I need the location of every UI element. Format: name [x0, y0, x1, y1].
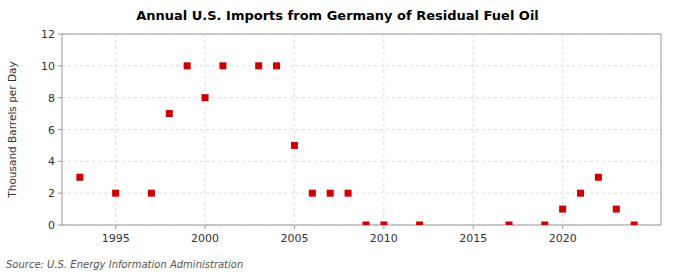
y-tick-label: 10: [41, 60, 55, 73]
point: [291, 142, 298, 149]
y-tick: [58, 129, 62, 130]
y-tick-label: 2: [48, 187, 55, 200]
x-tick: [115, 225, 116, 229]
y-tick: [58, 65, 62, 66]
point: [595, 174, 602, 181]
point: [166, 110, 173, 117]
x-tick-label: 2010: [370, 232, 398, 245]
point: [273, 62, 280, 69]
grid-line-y: [62, 161, 661, 162]
y-tick: [58, 97, 62, 98]
point: [219, 62, 226, 69]
y-tick: [58, 161, 62, 162]
source: Source: U.S. Energy Information Administ…: [6, 259, 243, 270]
point: [541, 222, 548, 226]
x-tick-label: 2000: [191, 232, 219, 245]
point: [327, 190, 334, 197]
x-tick-label: 2005: [280, 232, 308, 245]
point: [362, 222, 369, 226]
y-tick-label: 12: [41, 28, 55, 41]
point: [148, 190, 155, 197]
x-tick-label: 2015: [459, 232, 487, 245]
plot-frame: [62, 34, 661, 225]
grid-line-x: [383, 34, 384, 225]
y-axis-label: Thousand Barrels per Day: [6, 61, 18, 198]
title: Annual U.S. Imports from Germany of Resi…: [136, 8, 539, 23]
grid-line-x: [294, 34, 295, 225]
x-tick: [473, 225, 474, 229]
grid: [62, 34, 661, 225]
grid-line-y: [62, 65, 661, 66]
point: [76, 174, 83, 181]
plot-background: [62, 34, 661, 225]
chart-svg: 1995 2000 2005 2010 2015 2020 0 2 4 6 8 10 12 Annual …: [0, 0, 675, 275]
point: [506, 222, 513, 226]
chart-container: 1995 2000 2005 2010 2015 2020 0 2 4 6 8 10 12 Annual …: [0, 0, 675, 275]
y-tick-label: 8: [48, 92, 55, 105]
x-tick: [562, 225, 563, 229]
point: [380, 222, 387, 226]
points: [76, 62, 637, 225]
x-tick: [294, 225, 295, 229]
point: [345, 190, 352, 197]
point: [559, 206, 566, 213]
point: [202, 94, 209, 101]
x-tick-label: 2020: [549, 232, 577, 245]
y-tick: [58, 193, 62, 194]
grid-line-x: [205, 34, 206, 225]
grid-line-y: [62, 97, 661, 98]
point: [631, 222, 638, 226]
x-tick: [205, 225, 206, 229]
point: [309, 190, 316, 197]
y-tick: [58, 225, 62, 226]
axes: 1995 2000 2005 2010 2015 2020 0 2 4 6 8 10 12: [41, 28, 577, 245]
point: [577, 190, 584, 197]
x-tick-label: 1995: [102, 232, 130, 245]
x-tick: [383, 225, 384, 229]
point: [416, 222, 423, 226]
point: [184, 62, 191, 69]
point: [613, 206, 620, 213]
y-tick-label: 6: [48, 124, 55, 137]
y-tick-label: 4: [48, 155, 55, 168]
y-tick: [58, 34, 62, 35]
point: [255, 62, 262, 69]
y-tick-label: 0: [48, 219, 55, 232]
point: [112, 190, 119, 197]
grid-line-y: [62, 129, 661, 130]
